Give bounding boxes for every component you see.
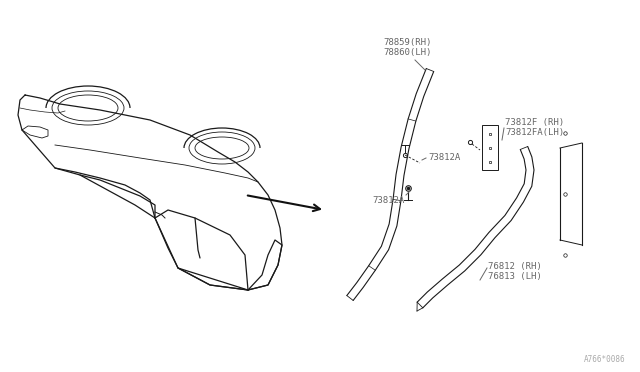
Text: 78859(RH)
78860(LH): 78859(RH) 78860(LH) — [384, 38, 432, 57]
Text: 73812F (RH)
73812FA(LH): 73812F (RH) 73812FA(LH) — [505, 118, 564, 137]
Bar — [482, 125, 498, 170]
Text: 76812 (RH)
76813 (LH): 76812 (RH) 76813 (LH) — [488, 262, 541, 281]
Text: 73812A: 73812A — [428, 153, 460, 161]
Text: A766*0086: A766*0086 — [584, 355, 625, 364]
Text: 73812A: 73812A — [372, 196, 404, 205]
